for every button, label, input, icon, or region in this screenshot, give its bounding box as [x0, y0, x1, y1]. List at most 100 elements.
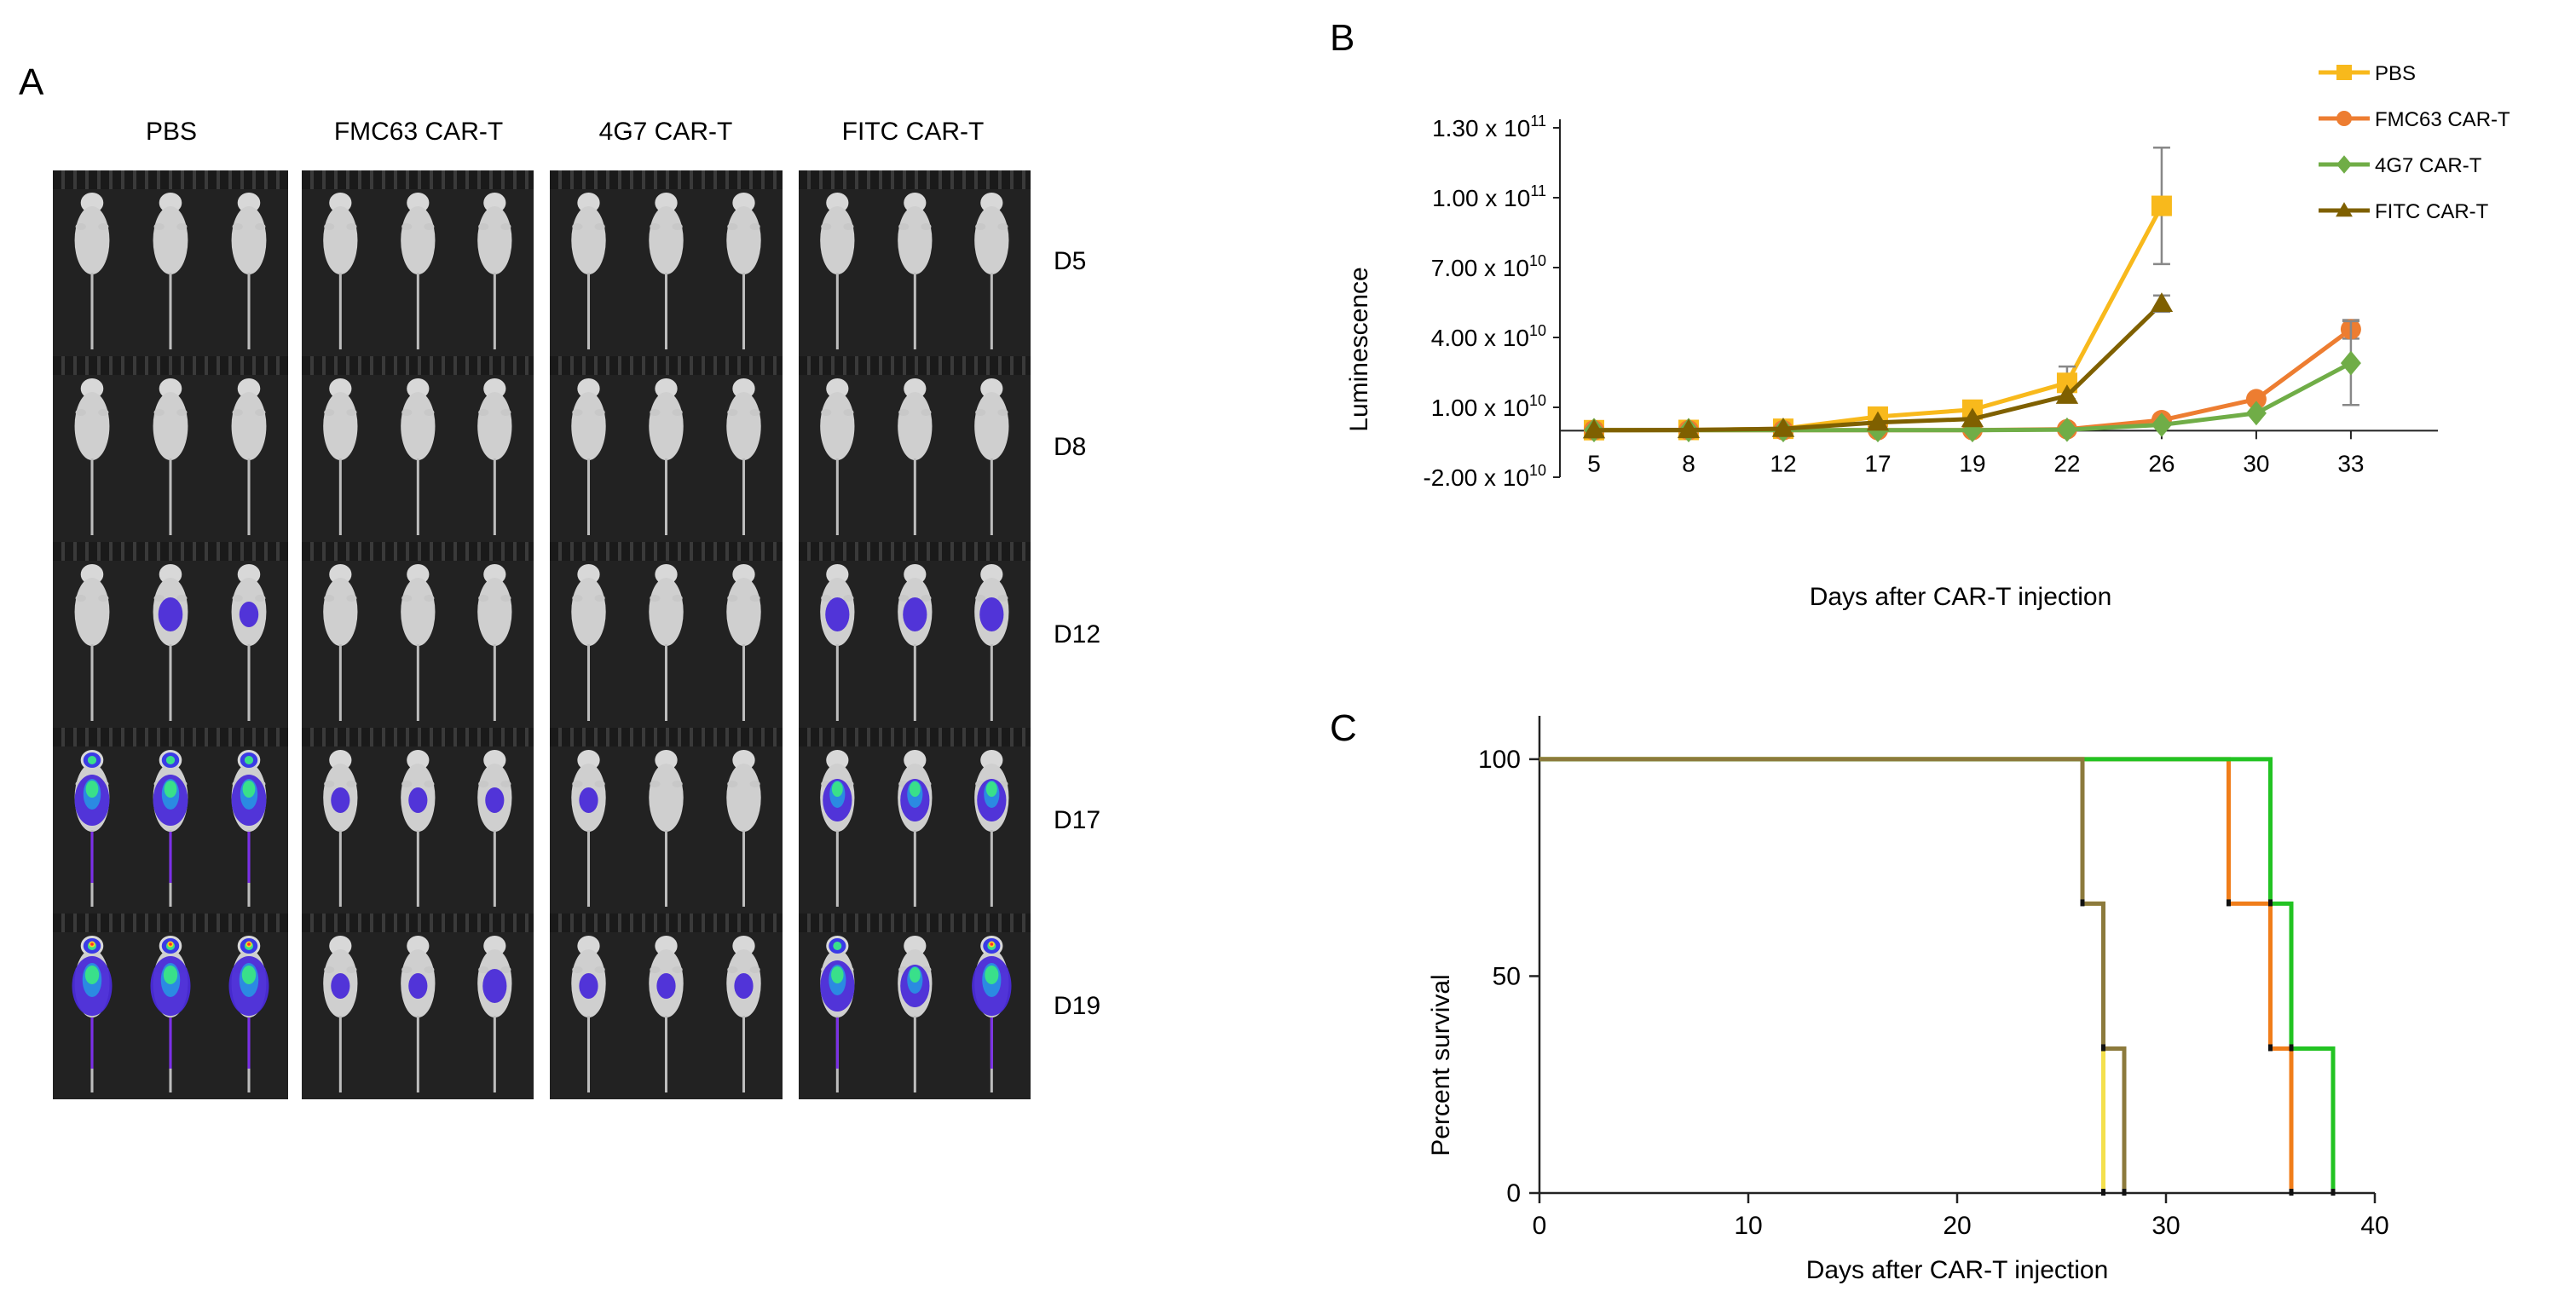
mouse-image	[379, 914, 457, 1096]
mouse-image	[302, 356, 379, 539]
image-cell	[799, 728, 1031, 910]
mouse-image	[456, 170, 534, 353]
censor-tick	[2268, 899, 2273, 907]
mouse-image	[876, 542, 954, 724]
mouse-image	[705, 356, 783, 539]
cage-rack	[550, 170, 783, 189]
x-tick-label: 30	[2151, 1212, 2180, 1240]
mouse-image	[456, 542, 534, 724]
data-point-g47	[2056, 417, 2077, 442]
legend-label: PBS	[2375, 62, 2416, 85]
y-tick-label: 0	[1506, 1179, 1521, 1208]
mouse-image	[53, 542, 131, 724]
mouse-image	[131, 356, 210, 539]
survival-step-pbs	[1539, 757, 2105, 1193]
censor-tick	[2331, 1189, 2336, 1196]
mouse-image	[876, 356, 954, 539]
mouse-image	[302, 728, 379, 910]
mouse-image	[550, 356, 627, 539]
mouse-image	[705, 542, 783, 724]
luminescence-x-axis-label: Days after CAR-T injection	[1810, 583, 2112, 611]
mouse-image	[705, 728, 783, 910]
image-column-fitc	[799, 170, 1031, 1099]
data-point-fitc	[1677, 418, 1701, 439]
legend-marker	[2336, 155, 2352, 174]
survival-step-fitc	[1539, 757, 2127, 1193]
cage-rack	[53, 170, 288, 189]
mouse-image	[627, 914, 705, 1096]
image-cell	[302, 356, 534, 539]
image-cell	[799, 914, 1031, 1096]
survival-y-axis-label: Percent survival	[1427, 974, 1455, 1156]
image-column-fmc63	[302, 170, 534, 1099]
y-tick-mantissa: 1.00 x 10	[1431, 395, 1529, 421]
x-tick-label: 30	[2243, 450, 2269, 476]
mouse-image	[456, 728, 534, 910]
cage-rack	[53, 728, 288, 746]
data-point-fitc	[2150, 292, 2174, 312]
x-tick-label: 10	[1734, 1212, 1762, 1240]
y-tick-label: 7.00 x 1010	[1431, 252, 1546, 281]
mouse-image	[550, 728, 627, 910]
mouse-image	[627, 170, 705, 353]
image-cell	[53, 170, 288, 353]
mouse-image	[799, 356, 876, 539]
mouse-image	[131, 170, 210, 353]
cage-rack	[799, 542, 1031, 561]
mouse-image	[131, 728, 210, 910]
censor-tick	[2289, 1044, 2294, 1052]
data-point-fitc	[1582, 418, 1606, 439]
cage-rack	[550, 728, 783, 746]
image-cell	[550, 542, 783, 724]
x-tick-label: 40	[2360, 1212, 2388, 1240]
cage-rack	[799, 356, 1031, 375]
x-tick-label: 22	[2053, 450, 2080, 476]
mouse-image	[799, 170, 876, 353]
censor-tick	[2101, 1044, 2105, 1052]
mouse-image	[799, 914, 876, 1096]
cage-rack	[550, 914, 783, 932]
mouse-image	[53, 356, 131, 539]
censor-tick	[2289, 1189, 2294, 1196]
image-cell	[302, 542, 534, 724]
cage-rack	[302, 914, 534, 932]
mouse-image	[131, 542, 210, 724]
row-label-d8: D8	[1054, 433, 1087, 461]
mouse-image	[210, 170, 288, 353]
data-point-g47	[2151, 412, 2172, 437]
mouse-image	[550, 170, 627, 353]
legend-label: FITC CAR-T	[2375, 200, 2489, 223]
mouse-image	[131, 914, 210, 1096]
data-point-pbs	[2151, 195, 2172, 216]
mouse-image	[705, 914, 783, 1096]
cage-rack	[302, 170, 534, 189]
data-point-fmc63	[2245, 389, 2267, 410]
image-cell	[53, 356, 288, 539]
legend-label: 4G7 CAR-T	[2375, 154, 2482, 177]
survival-x-axis-label: Days after CAR-T injection	[1806, 1256, 2109, 1284]
mouse-image	[627, 728, 705, 910]
cage-rack	[550, 356, 783, 375]
mouse-image	[302, 170, 379, 353]
x-tick-label: 12	[1770, 450, 1796, 476]
data-point-g47	[2340, 350, 2361, 376]
y-tick-exponent: 10	[1529, 322, 1546, 339]
cage-rack	[53, 542, 288, 561]
mouse-image	[53, 728, 131, 910]
mouse-image	[379, 356, 457, 539]
mouse-image	[210, 728, 288, 910]
x-tick-label: 8	[1682, 450, 1695, 476]
panel-c-letter: C	[1330, 707, 1357, 749]
cage-rack	[302, 542, 534, 561]
y-tick-mantissa: -2.00 x 10	[1423, 464, 1529, 491]
image-cell	[550, 170, 783, 353]
mouse-image	[53, 170, 131, 353]
x-tick-label: 17	[1864, 450, 1891, 476]
censor-tick	[2122, 1189, 2127, 1196]
cage-rack	[799, 728, 1031, 746]
mouse-image	[210, 914, 288, 1096]
x-tick-label: 5	[1587, 450, 1601, 476]
image-cell	[550, 728, 783, 910]
mouse-image	[953, 356, 1031, 539]
